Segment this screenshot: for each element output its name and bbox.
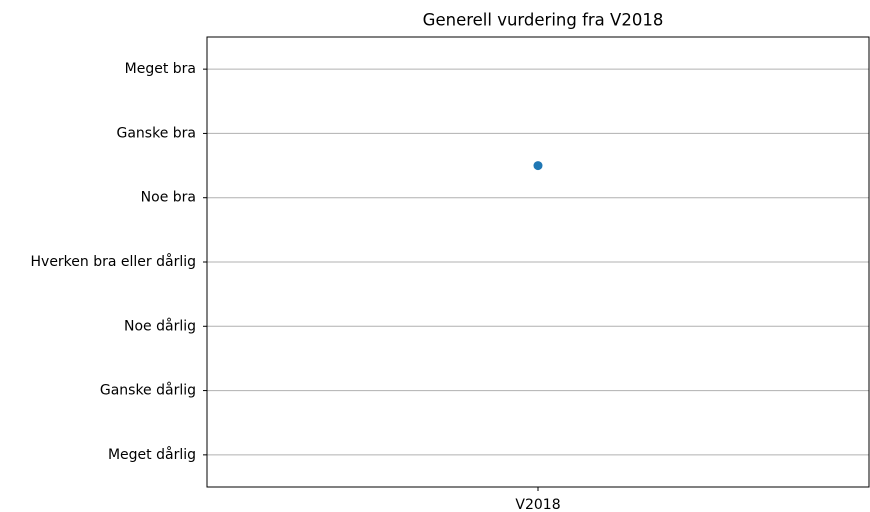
chart-title: Generell vurdering fra V2018: [423, 11, 664, 30]
y-tick-label: Noe dårlig: [124, 317, 196, 334]
y-tick-label: Meget dårlig: [108, 446, 196, 463]
y-tick-label: Ganske dårlig: [100, 382, 196, 399]
y-tick-label: Ganske bra: [117, 125, 197, 141]
y-tick-label: Hverken bra eller dårlig: [31, 253, 197, 270]
y-tick-label: Noe bra: [141, 190, 196, 206]
y-tick-label: Meget bra: [125, 61, 196, 77]
x-tick-label: V2018: [515, 497, 560, 512]
point: [533, 161, 543, 171]
